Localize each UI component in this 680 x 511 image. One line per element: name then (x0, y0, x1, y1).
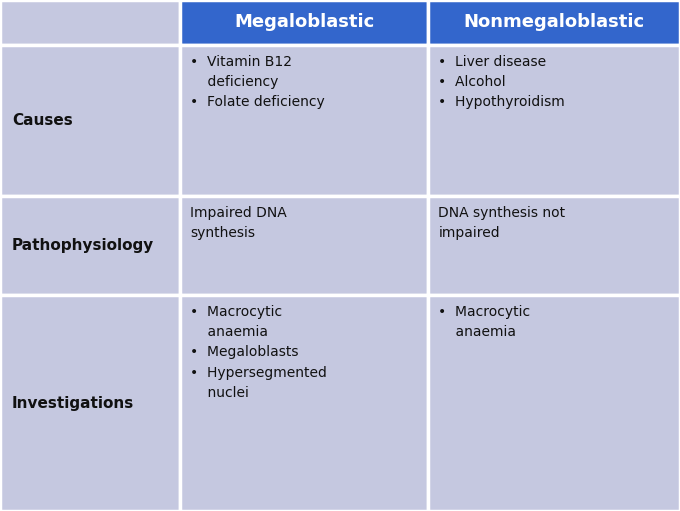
Text: DNA synthesis not
impaired: DNA synthesis not impaired (439, 206, 566, 240)
Text: Pathophysiology: Pathophysiology (12, 238, 154, 253)
Bar (428, 295, 680, 511)
Bar (0, 295, 180, 511)
Text: Causes: Causes (12, 113, 73, 128)
Text: Investigations: Investigations (12, 396, 134, 411)
Bar (180, 0, 428, 45)
Bar (428, 0, 680, 45)
Text: •  Macrocytic
    anaemia
•  Megaloblasts
•  Hypersegmented
    nuclei: • Macrocytic anaemia • Megaloblasts • Hy… (190, 306, 327, 400)
Bar (0, 196, 180, 295)
Bar (0, 45, 180, 196)
Text: •  Vitamin B12
    deficiency
•  Folate deficiency: • Vitamin B12 deficiency • Folate defici… (190, 55, 325, 109)
Text: •  Liver disease
•  Alcohol
•  Hypothyroidism: • Liver disease • Alcohol • Hypothyroidi… (439, 55, 565, 109)
Text: Impaired DNA
synthesis: Impaired DNA synthesis (190, 206, 287, 240)
Bar (180, 196, 428, 295)
Bar (180, 45, 428, 196)
Text: •  Macrocytic
    anaemia: • Macrocytic anaemia (439, 306, 530, 339)
Bar (0, 0, 180, 45)
Text: Nonmegaloblastic: Nonmegaloblastic (464, 13, 645, 32)
Bar (428, 196, 680, 295)
Bar (180, 295, 428, 511)
Bar (428, 45, 680, 196)
Text: Megaloblastic: Megaloblastic (234, 13, 375, 32)
